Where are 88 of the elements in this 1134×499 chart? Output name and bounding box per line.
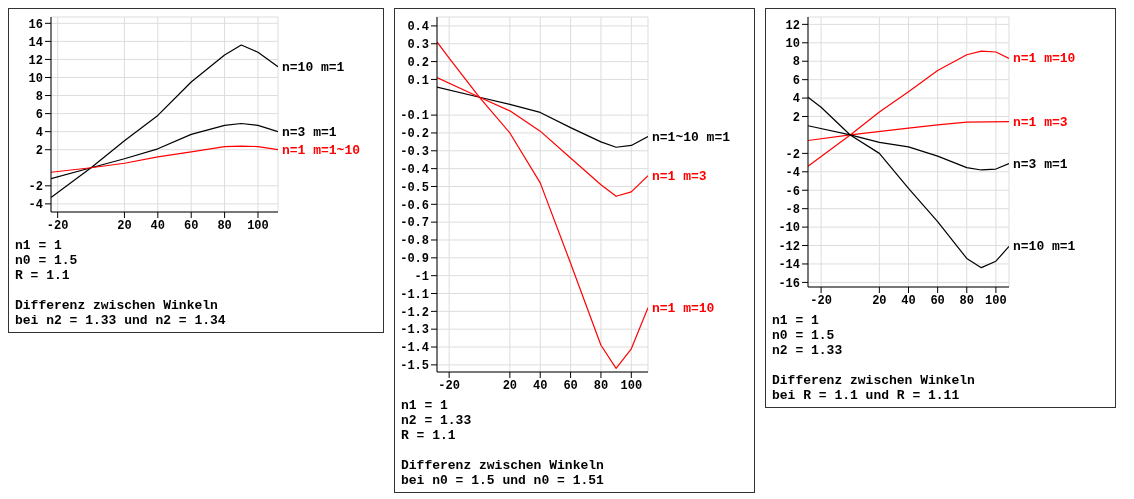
x-tick-label: 80 [593,378,609,393]
y-tick-label: -1 [414,269,429,284]
y-tick-label: -2 [28,180,43,195]
y-tick-label: -10 [778,221,800,236]
y-tick-label: 0.1 [407,73,429,88]
x-tick-label: 80 [217,218,232,233]
x-tick-label: 20 [502,378,518,393]
y-tick-label: -4 [785,166,800,181]
y-tick-label: -4 [28,198,43,213]
text: n1 = 1 [771,313,820,328]
y-tick-label: -0.1 [400,109,429,124]
y-tick-label: -1.1 [400,287,429,302]
text: R = 1.1 [401,428,457,443]
x-tick-label: 40 [150,218,166,233]
y-tick-label: 14 [28,35,43,50]
series-label: n=1 m=3 [1012,114,1068,130]
y-tick-label: -12 [778,239,800,254]
text: Differenz zwischen Winkeln [771,373,976,388]
y-tick-label: -0.8 [400,234,429,249]
y-tick-label: 0.2 [407,55,429,70]
series-label: n=10 m=1 [1012,239,1076,255]
x-tick-label: -20 [810,293,832,308]
y-tick-label: 2 [792,110,800,125]
y-tick-label: -0.3 [400,145,429,160]
x-tick-label: 60 [184,218,199,233]
series-label: n=1 m=1~10 [282,142,361,158]
line-series [807,50,1009,167]
x-tick-label: -20 [46,218,69,233]
y-tick-label: -1.3 [400,323,429,338]
text: R = 1.1 [15,268,71,283]
text: Differenz zwischen Winkeln [15,298,219,313]
y-tick-label: -2 [785,147,800,162]
series-label: n=3 m=1 [1012,156,1068,172]
series-label: n=10 m=1 [282,59,345,75]
y-tick-label: -1.5 [400,359,429,374]
text: bei R = 1.1 und R = 1.11 [771,388,961,403]
y-tick-label: 0.4 [407,20,429,35]
y-tick-label: -1.4 [400,341,429,356]
y-tick-label: -0.6 [400,198,429,213]
y-tick-label: -0.5 [400,180,429,195]
x-tick-label: 60 [563,378,578,393]
y-tick-label: 2 [35,143,43,158]
y-tick-label: -0.4 [400,162,429,177]
x-tick-label: 60 [930,293,945,308]
text: n1 = 1 [401,398,449,413]
y-tick-label: 6 [792,73,800,88]
x-tick-label: 40 [901,293,916,308]
x-tick-label: 100 [620,378,643,393]
text: n2 = 1.33 [771,343,844,358]
y-tick-label: 10 [785,37,800,52]
line-series [51,145,278,173]
y-tick-label: 0.3 [407,38,429,53]
y-tick-label: 8 [792,55,800,70]
series-label: n=1 m=10 [1012,51,1076,67]
x-tick-label: 100 [985,293,1007,308]
y-tick-label: -0.2 [400,127,429,142]
y-tick-label: 8 [35,89,43,104]
x-tick-label: 80 [959,293,974,308]
x-tick-label: -20 [438,378,460,393]
series-label: n=1~10 m=1 [652,129,731,145]
x-tick-label: 20 [872,293,887,308]
text: bei n0 = 1.5 und n0 = 1.51 [401,473,605,488]
text: n0 = 1.5 [771,328,836,343]
text: n1 = 1 [15,238,63,253]
y-tick-label: -8 [785,202,800,217]
x-tick-label: 40 [533,378,548,393]
text: bei n2 = 1.33 und n2 = 1.34 [15,313,227,328]
y-tick-label: -1.2 [400,305,429,320]
x-tick-label: 20 [117,218,132,233]
y-tick-label: 4 [35,125,43,140]
y-tick-label: 6 [35,107,43,122]
y-tick-label: -6 [785,184,800,199]
series-label: n=1 m=3 [652,168,707,184]
y-tick-label: -16 [778,276,800,291]
y-tick-label: 12 [785,18,800,33]
y-tick-label: 16 [28,17,43,32]
text: n0 = 1.5 [15,253,79,268]
y-tick-label: -0.7 [400,216,429,231]
y-tick-label: 12 [28,53,43,68]
text: n2 = 1.33 [401,413,473,428]
series-label: n=3 m=1 [282,124,337,140]
series-label: n=1 m=10 [652,300,715,316]
y-tick-label: -0.9 [400,252,429,267]
x-tick-label: 100 [247,218,269,233]
y-tick-label: 4 [792,92,800,107]
text: Differenz zwischen Winkeln [401,458,605,473]
y-tick-label: -14 [778,258,800,273]
y-tick-label: 10 [28,71,43,86]
